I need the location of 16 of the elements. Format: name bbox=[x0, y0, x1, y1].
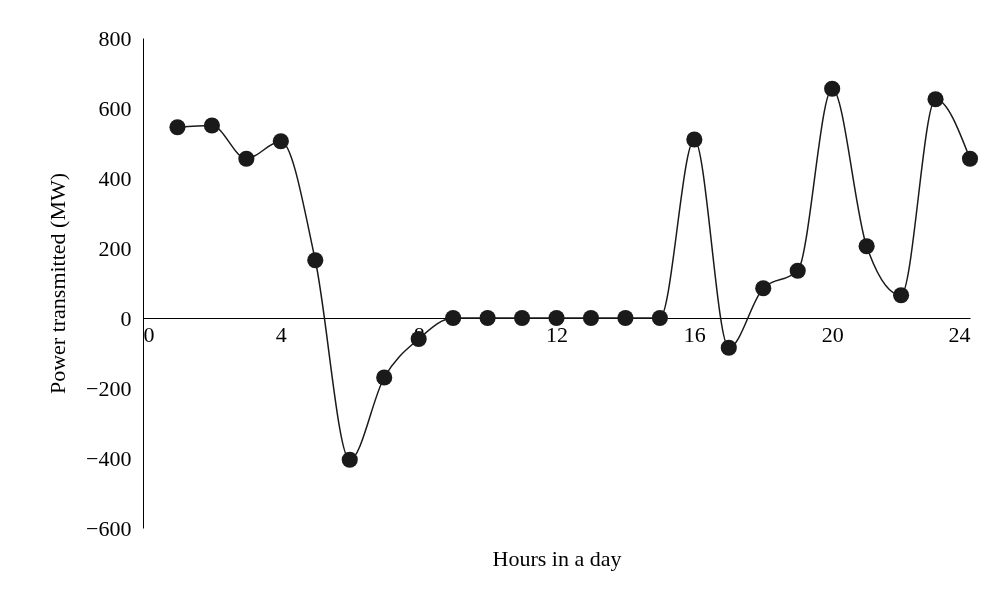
x-tick-label: 24 bbox=[948, 321, 971, 347]
x-tick-label: 20 bbox=[821, 321, 844, 347]
x-tick-label: 4 bbox=[275, 321, 287, 347]
x-axis-title: Hours in a day bbox=[492, 545, 622, 571]
y-tick-label: 0 bbox=[120, 305, 132, 331]
x-tick-label: 12 bbox=[546, 321, 568, 347]
y-tick-label: −600 bbox=[86, 515, 132, 541]
x-tick-label: 0 bbox=[143, 321, 155, 347]
y-tick-label: 800 bbox=[98, 25, 132, 51]
y-tick-label: 200 bbox=[98, 235, 132, 261]
y-tick-label: −400 bbox=[86, 445, 132, 471]
x-tick-label: 16 bbox=[683, 321, 706, 347]
y-axis-title: Power transmitted (MW) bbox=[45, 172, 71, 395]
y-tick-label: 400 bbox=[98, 165, 132, 191]
y-tick-label: −200 bbox=[86, 375, 132, 401]
y-tick-label: 600 bbox=[98, 95, 132, 121]
